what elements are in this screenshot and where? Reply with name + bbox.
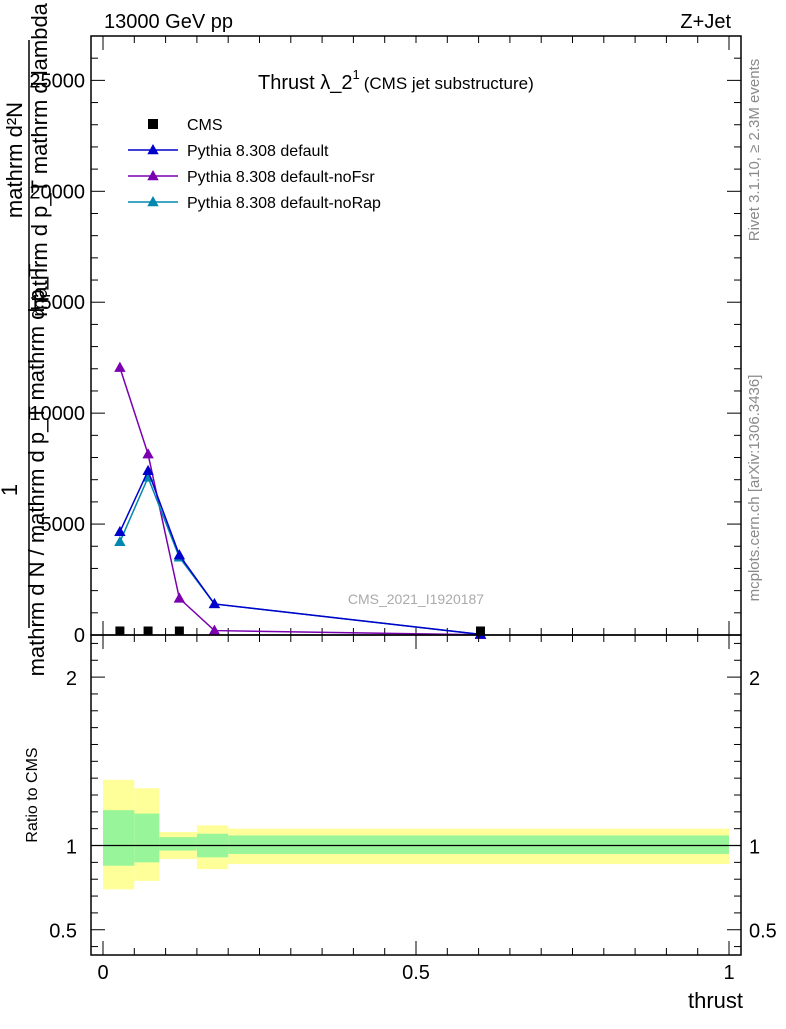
main-title: Thrust λ_21 (CMS jet substructure)	[258, 67, 534, 94]
x-tick-label: 0	[97, 962, 108, 984]
series-line-default	[119, 468, 481, 636]
ratio-y-tick-label-right: 2	[749, 668, 760, 690]
data-point-noFsr	[208, 624, 221, 635]
series-line-noRap	[119, 475, 481, 636]
main-y-ticks: 0 5000 10000 15000 20000 25000	[29, 35, 741, 647]
ratio-band-inner	[134, 813, 160, 863]
data-point-cms	[475, 626, 485, 636]
ratio-band-inner	[103, 810, 135, 866]
main-series-layer	[114, 361, 487, 639]
ratio-y-tick-label-left: 1	[66, 837, 77, 859]
y-tick-label: 25000	[29, 70, 85, 92]
y-tick-label: 10000	[29, 403, 85, 425]
data-point-cms	[143, 626, 153, 636]
legend-label: Pythia 8.308 default-noFsr	[187, 169, 375, 186]
ratio-ticks: 0.5 0.5 1 1 2 2 0 0.5 1	[49, 635, 777, 984]
y-label-numerator: 1	[0, 484, 22, 496]
ratio-y-tick-label-left: 0.5	[49, 921, 77, 943]
ratio-y-tick-label-right: 1	[749, 837, 760, 859]
ratio-y-tick-label-right: 0.5	[749, 921, 777, 943]
y-tick-label: 15000	[29, 292, 85, 314]
y-tick-label: 20000	[29, 181, 85, 203]
ratio-band-inner	[159, 837, 197, 851]
ratio-band-layer	[91, 779, 741, 890]
ratio-y-label: Ratio to CMS	[24, 747, 41, 842]
data-point-noRap	[114, 535, 126, 547]
data-point-cms	[115, 626, 125, 636]
mcplots-text: mcplots.cern.ch [arXiv:1306.3436]	[746, 375, 763, 602]
analysis-watermark: CMS_2021_I1920187	[348, 591, 484, 607]
x-tick-label: 0.5	[402, 962, 430, 984]
data-point-noFsr	[142, 448, 154, 459]
legend-marker-noFsr	[147, 170, 159, 181]
data-point-noFsr	[114, 361, 126, 372]
legend-marker-noRap	[147, 196, 159, 207]
ratio-plot-frame	[90, 634, 742, 956]
legend-marker-default	[147, 144, 159, 155]
legend-label: Pythia 8.308 default	[187, 143, 329, 160]
ratio-y-tick-label-left: 2	[66, 668, 77, 690]
y-label-line-1: mathrm d²N	[2, 102, 27, 218]
main-y-axis-label: 1 mathrm d²N mathrm d p_T mathrm d lambd…	[0, 2, 52, 676]
x-tick-label: 1	[723, 962, 734, 984]
data-point-default	[208, 597, 221, 609]
data-point-default	[173, 549, 186, 560]
y-label-line-2: mathrm d p_T mathrm d lambda	[27, 2, 52, 317]
y-tick-label: 0	[74, 625, 85, 647]
legend-marker-cms	[148, 119, 158, 129]
data-point-default	[114, 525, 126, 537]
y-tick-label: 5000	[41, 514, 86, 536]
legend: CMS Pythia 8.308 default Pythia 8.308 defa…	[128, 117, 381, 212]
header-right: Z+Jet	[680, 11, 731, 33]
y-label-line-3: mathrm d N / mathrm d p_T mathrm d p_T	[24, 264, 49, 677]
data-point-noFsr	[173, 592, 186, 603]
data-point-default	[142, 464, 154, 476]
header-left: 13000 GeV pp	[104, 11, 233, 33]
data-point-cms	[174, 626, 184, 636]
x-axis-label: thrust	[688, 988, 743, 1013]
rivet-version-text: Rivet 3.1.10, ≥ 2.3M events	[746, 59, 763, 242]
ratio-band-inner	[228, 835, 729, 854]
legend-label: CMS	[187, 117, 223, 134]
legend-label: Pythia 8.308 default-noRap	[187, 195, 381, 212]
